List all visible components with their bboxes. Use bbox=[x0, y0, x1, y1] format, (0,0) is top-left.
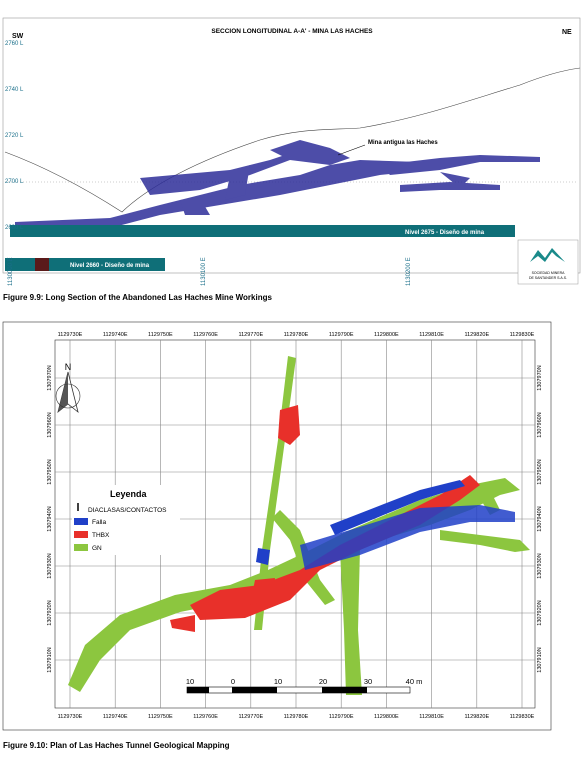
easting-label: 1129740E bbox=[103, 714, 128, 720]
north-arrow bbox=[55, 371, 81, 414]
scale-label: 0 bbox=[231, 677, 235, 686]
easting-label: 1129820E bbox=[464, 714, 489, 720]
scale-bar bbox=[186, 686, 411, 694]
legend-item: GN bbox=[92, 545, 102, 552]
plan-map: N Leyenda DIACLASAS/CONTACTOS Falla THBX… bbox=[2, 321, 552, 731]
easting-label: 1129790E bbox=[329, 714, 354, 720]
easting-label: 1129780E bbox=[284, 714, 309, 720]
sw-label: SW bbox=[12, 33, 24, 40]
logo-text: SOCIEDAD MINERA bbox=[532, 271, 566, 275]
northing-label: 1307960N bbox=[537, 412, 543, 437]
northing-label: 1307970N bbox=[47, 365, 53, 390]
easting-label: 1129810E bbox=[419, 714, 444, 720]
legend-item: DIACLASAS/CONTACTOS bbox=[88, 507, 167, 514]
easting-label: 1130100 E bbox=[201, 257, 207, 286]
map-frame bbox=[54, 339, 536, 709]
scale-label: 30 bbox=[364, 677, 372, 686]
easting-label: 1129770E bbox=[238, 332, 263, 338]
easting-label: 1129830E bbox=[510, 714, 535, 720]
caption: Figure 9.10: Plan of Las Haches Tunnel G… bbox=[3, 741, 230, 750]
annotation: Mina antigua las Haches bbox=[368, 140, 438, 146]
easting-label: 1129790E bbox=[329, 332, 354, 338]
northing-label: 1307940N bbox=[47, 506, 53, 531]
easting-label: 1129800E bbox=[374, 714, 399, 720]
elevation-label: 2700 L bbox=[5, 179, 24, 185]
section-title: SECCION LONGITUDINAL A-A' - MINA LAS HAC… bbox=[211, 28, 373, 35]
scale-label: 20 bbox=[319, 677, 327, 686]
level-marker bbox=[35, 258, 49, 271]
ne-label: NE bbox=[562, 29, 572, 36]
northing-label: 1307920N bbox=[47, 600, 53, 625]
easting-label: 1129730E bbox=[58, 332, 83, 338]
scale-label: 10 bbox=[274, 677, 282, 686]
easting-label: 1129750E bbox=[148, 714, 173, 720]
legend: Leyenda DIACLASAS/CONTACTOS Falla THBX G… bbox=[72, 485, 180, 555]
easting-label: 1129760E bbox=[193, 714, 218, 720]
northing-label: 1307930N bbox=[47, 553, 53, 578]
level-label: Nivel 2660 - Diseño de mina bbox=[70, 263, 150, 269]
easting-label: 1129830E bbox=[510, 332, 535, 338]
logo-box bbox=[517, 239, 579, 285]
tunnels bbox=[68, 356, 530, 695]
northing-label: 1307920N bbox=[537, 600, 543, 625]
easting-label: 1129750E bbox=[148, 332, 173, 338]
easting-label: 1129810E bbox=[419, 332, 444, 338]
elevation-label: 2720 L bbox=[5, 133, 24, 139]
level-bar bbox=[10, 225, 515, 237]
north-label: N bbox=[65, 362, 72, 372]
northing-label: 1307960N bbox=[47, 412, 53, 437]
legend-item: Falla bbox=[92, 519, 106, 526]
caption: Figure 9.9: Long Section of the Abandone… bbox=[3, 293, 272, 302]
northing-label: 1307910N bbox=[537, 647, 543, 672]
easting-label: 1129820E bbox=[464, 332, 489, 338]
logo-text: DE SANTANDER S.A.S. bbox=[529, 276, 567, 280]
easting-label: 1129760E bbox=[193, 332, 218, 338]
easting-label: 1129730E bbox=[58, 714, 83, 720]
logo-mark bbox=[530, 248, 565, 262]
scale-label: 10 bbox=[186, 677, 194, 686]
elevation-label: 2760 L bbox=[5, 41, 24, 47]
easting-label: 1129780E bbox=[284, 332, 309, 338]
workings bbox=[15, 140, 540, 230]
legend-swatch bbox=[74, 518, 88, 525]
legend-swatch bbox=[74, 531, 88, 538]
elevation-label: 2740 L bbox=[5, 87, 24, 93]
legend-box bbox=[72, 485, 180, 555]
northing-label: 1307970N bbox=[537, 365, 543, 390]
legend-swatch bbox=[74, 544, 88, 551]
legend-item: THBX bbox=[92, 532, 110, 539]
easting-label: 1129800E bbox=[374, 332, 399, 338]
northing-label: 1307950N bbox=[537, 459, 543, 484]
long-section: SECCION LONGITUDINAL A-A' - MINA LAS HAC… bbox=[2, 17, 581, 286]
northing-label: 1307910N bbox=[47, 647, 53, 672]
northing-label: 1307940N bbox=[537, 506, 543, 531]
legend-title: Leyenda bbox=[110, 489, 148, 499]
elevation-label: 2680 L bbox=[5, 225, 24, 231]
northing-label: 1307930N bbox=[537, 553, 543, 578]
easting-label: 1129770E bbox=[238, 714, 263, 720]
easting-label: 1129740E bbox=[103, 332, 128, 338]
easting-label: 1130000 E bbox=[8, 257, 14, 286]
leader bbox=[337, 144, 366, 156]
topography bbox=[4, 67, 581, 213]
scale-labels: 10 0 10 20 30 40 m bbox=[186, 677, 423, 686]
northing-label: 1307950N bbox=[47, 459, 53, 484]
level-label: Nivel 2675 - Diseño de mina bbox=[405, 230, 485, 236]
easting-label: 1130200 E bbox=[406, 257, 412, 286]
scale-label: 40 m bbox=[406, 677, 423, 686]
